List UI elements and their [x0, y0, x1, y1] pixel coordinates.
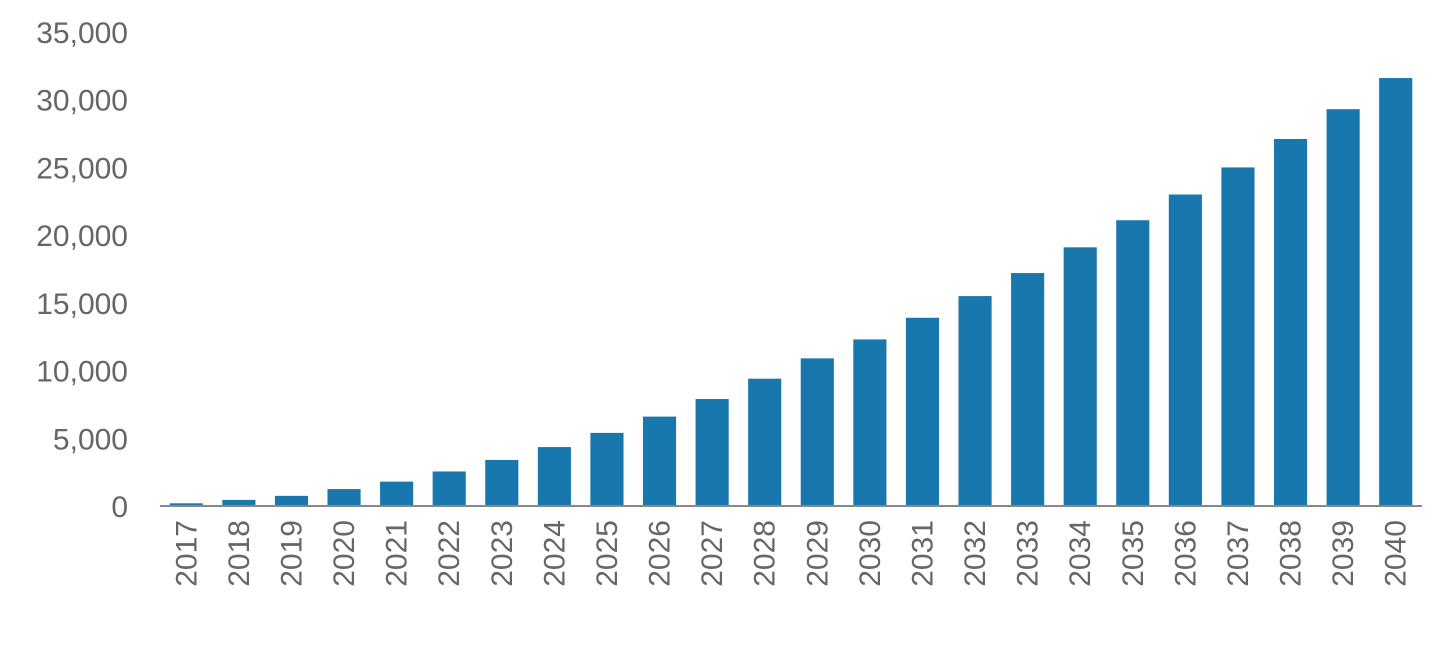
- bar-2020: [327, 489, 361, 506]
- y-tick-label: 5,000: [53, 423, 128, 456]
- x-tick-label: 2034: [1064, 520, 1097, 587]
- x-tick-label: 2036: [1169, 520, 1202, 587]
- bar-2034: [1063, 247, 1097, 506]
- x-tick-label: 2024: [538, 520, 571, 587]
- x-tick-label: 2022: [433, 520, 466, 587]
- y-tick-label: 25,000: [36, 152, 128, 185]
- bar-2040: [1379, 78, 1413, 506]
- bar-2036: [1168, 194, 1202, 506]
- bars: [169, 78, 1413, 507]
- bar-2031: [905, 317, 940, 506]
- x-tick-label: 2032: [959, 520, 992, 587]
- bar-2024: [537, 447, 571, 506]
- bar-2022: [432, 471, 466, 506]
- bar-2026: [642, 416, 677, 506]
- x-tick-label: 2033: [1012, 520, 1045, 587]
- bar-2019: [274, 495, 309, 506]
- bar-2023: [485, 459, 519, 506]
- bar-2021: [380, 481, 414, 506]
- x-tick-label: 2030: [854, 520, 887, 587]
- y-tick-label: 0: [111, 491, 128, 524]
- x-axis: 2017 2018 2019 2020 2021 2022 2023 2024 2025 2026…: [170, 520, 1412, 587]
- x-tick-label: 2029: [801, 520, 834, 587]
- y-tick-label: 15,000: [36, 288, 128, 321]
- bar-2017: [169, 503, 203, 506]
- x-tick-label: 2026: [644, 520, 677, 587]
- x-tick-label: 2028: [749, 520, 782, 587]
- bar-2032: [958, 296, 992, 506]
- bar-2018: [222, 499, 256, 506]
- x-tick-label: 2039: [1327, 520, 1360, 587]
- x-tick-label: 2020: [328, 520, 361, 587]
- x-tick-label: 2021: [381, 520, 414, 587]
- bar-2029: [800, 358, 834, 506]
- bar-2030: [853, 339, 887, 506]
- x-tick-label: 2038: [1275, 520, 1308, 587]
- y-axis: 0 5,000 10,000 15,000 20,000 25,000 30,000 35,0…: [36, 17, 128, 524]
- y-tick-label: 35,000: [36, 17, 128, 50]
- bar-2033: [1011, 273, 1045, 506]
- bar-2035: [1116, 220, 1150, 506]
- y-tick-label: 30,000: [36, 85, 128, 118]
- x-tick-label: 2040: [1380, 520, 1413, 587]
- x-tick-label: 2019: [275, 520, 308, 587]
- bar-2028: [748, 378, 782, 506]
- bar-2037: [1221, 167, 1255, 506]
- x-tick-label: 2018: [223, 520, 256, 587]
- bar-2039: [1326, 109, 1360, 507]
- x-tick-label: 2027: [696, 520, 729, 587]
- y-tick-label: 20,000: [36, 220, 128, 253]
- x-tick-label: 2037: [1222, 520, 1255, 587]
- y-tick-label: 10,000: [36, 356, 128, 389]
- x-tick-label: 2035: [1117, 520, 1150, 587]
- bar-2027: [695, 399, 729, 506]
- bar-2025: [590, 432, 624, 506]
- x-tick-label: 2017: [170, 520, 203, 587]
- x-tick-label: 2023: [486, 520, 519, 587]
- bar-2038: [1273, 138, 1308, 506]
- x-tick-label: 2031: [906, 520, 939, 587]
- x-tick-label: 2025: [591, 520, 624, 587]
